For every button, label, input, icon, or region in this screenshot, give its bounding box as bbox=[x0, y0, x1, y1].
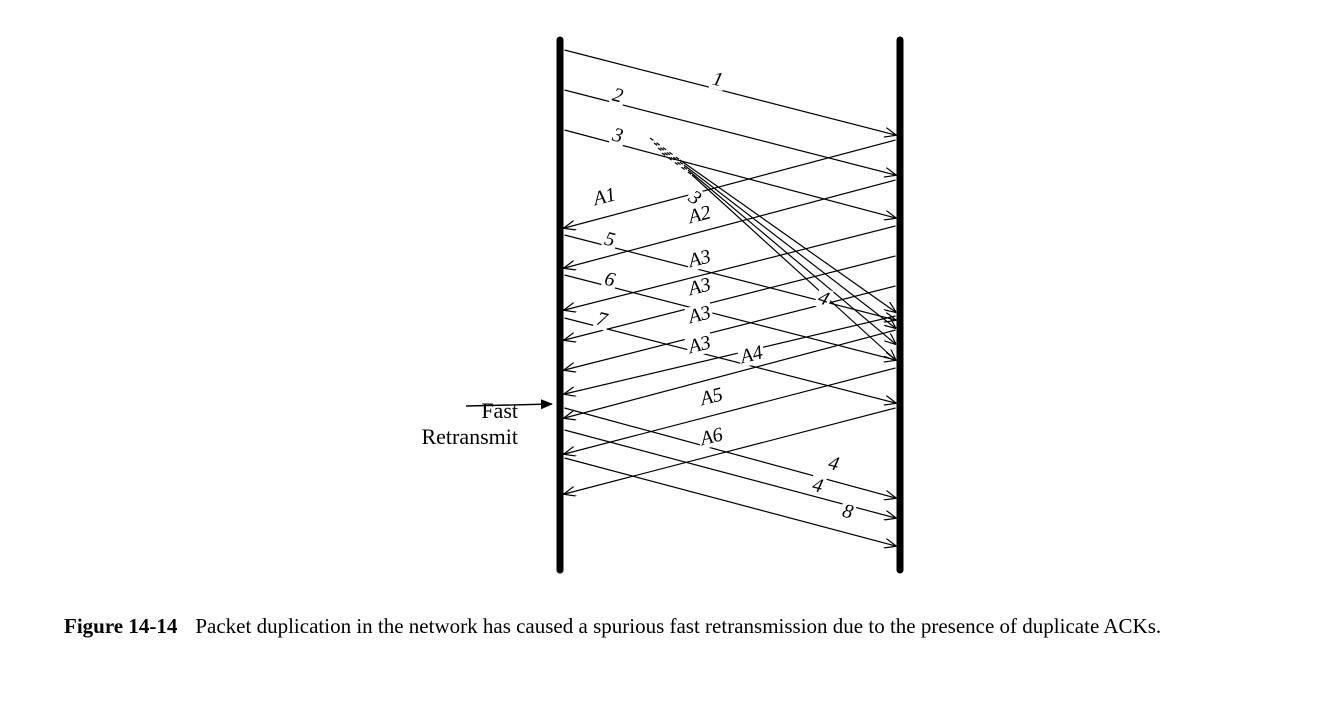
message-arrow bbox=[692, 175, 896, 360]
figure-number: Figure 14-14 bbox=[64, 612, 177, 640]
side-label-line: Retransmit bbox=[398, 424, 518, 450]
message-arrow bbox=[688, 170, 896, 344]
figure-caption: Figure 14-14 Packet duplication in the n… bbox=[64, 612, 1161, 640]
sequence-diagram bbox=[0, 0, 1318, 702]
figure-text: Packet duplication in the network has ca… bbox=[195, 612, 1161, 640]
fast-retransmit-label: FastRetransmit bbox=[398, 398, 518, 451]
message-arrow bbox=[565, 318, 896, 403]
figure-container: { "diagram": { "type": "sequence-diagram… bbox=[0, 0, 1318, 702]
side-label-line: Fast bbox=[398, 398, 518, 424]
message-arrow bbox=[565, 368, 896, 454]
message-arrow bbox=[565, 330, 896, 418]
